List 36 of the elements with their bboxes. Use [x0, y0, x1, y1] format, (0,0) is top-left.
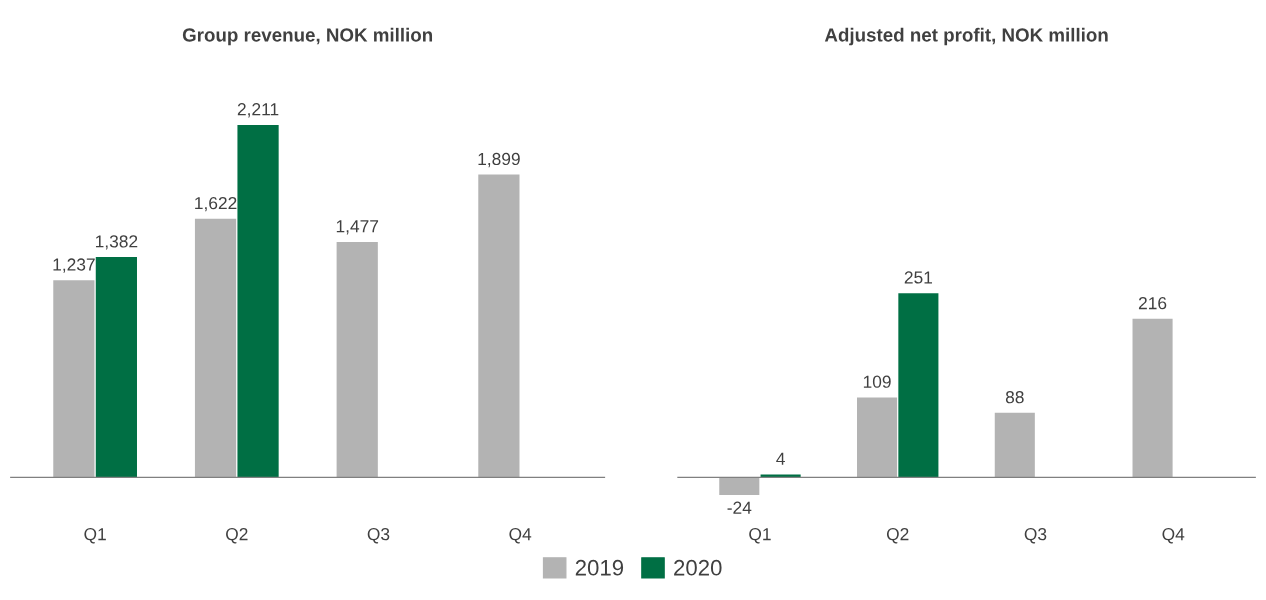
x-tick-label: Q3 [1024, 528, 1047, 544]
chart-title: Adjusted net profit, NOK million [824, 27, 1108, 46]
x-tick-label: Q2 [886, 528, 909, 544]
legend-label: 2019 [575, 559, 624, 576]
x-tick-label: Q4 [1162, 528, 1185, 544]
bar [994, 412, 1035, 478]
bar [478, 174, 520, 478]
data-label: 1,622 [195, 196, 237, 212]
data-label: 1,477 [336, 220, 379, 235]
data-label: 251 [904, 271, 933, 284]
x-tick-label: Q1 [749, 528, 771, 544]
x-tick-label: Q2 [226, 528, 248, 544]
bar [857, 397, 898, 478]
x-tick-label: Q4 [509, 528, 532, 544]
bar [898, 293, 939, 478]
data-label: 4 [776, 452, 785, 465]
data-label: -24 [727, 501, 752, 514]
data-label: 2,211 [237, 103, 279, 118]
legend-label: 2020 [674, 559, 722, 576]
bar [336, 241, 378, 478]
x-tick-label: Q1 [84, 528, 106, 544]
data-label: 216 [1138, 297, 1167, 310]
chart-title: Group revenue, NOK million [182, 27, 433, 46]
bar [760, 474, 801, 478]
x-tick-label: Q3 [367, 528, 390, 544]
data-label: 1,899 [478, 152, 520, 168]
bar [194, 218, 237, 478]
bar [53, 280, 95, 478]
data-label: 1,237 [53, 258, 95, 273]
data-label: 88 [1005, 390, 1024, 404]
bar [237, 124, 279, 478]
bar [719, 477, 760, 496]
bar [95, 257, 137, 478]
data-label: 1,382 [95, 235, 138, 250]
bar [1132, 318, 1173, 478]
data-label: 109 [863, 375, 891, 388]
